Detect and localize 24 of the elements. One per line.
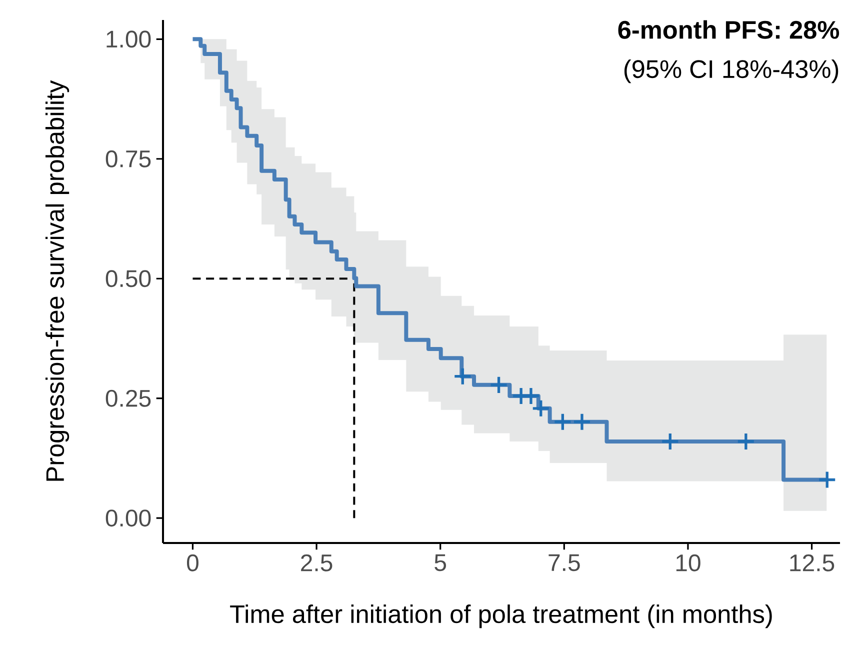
point <box>572 412 592 432</box>
point <box>736 432 756 451</box>
x-tick-label: 5 <box>434 554 446 572</box>
point <box>453 366 472 386</box>
point <box>818 470 836 490</box>
point <box>532 399 550 418</box>
y-tick-label: 0.75 <box>106 150 151 168</box>
y-tick-label: 1.00 <box>106 30 151 48</box>
x-axis-title: Time after initiation of pola treatment (in months) <box>230 604 772 628</box>
annotation: 6-month PFS: 28% <box>618 20 840 39</box>
y-tick-label: 0.25 <box>106 390 151 407</box>
x-tick-label: 12.5 <box>790 554 834 572</box>
point <box>489 376 508 394</box>
x-tick-label: 0 <box>186 554 198 572</box>
x-tick-label: 10 <box>676 554 700 572</box>
point <box>553 412 572 432</box>
y-axis-title: Progression-free survival probability <box>45 80 70 481</box>
point <box>522 386 540 406</box>
y-tick-label: 0.50 <box>106 270 151 288</box>
x-tick-label: 7.5 <box>548 554 580 572</box>
y-tick-label: 0.00 <box>106 510 151 527</box>
point <box>660 432 680 451</box>
annotation: (95% CI 18%-43%) <box>624 59 838 84</box>
x-tick-label: 2.5 <box>301 554 332 572</box>
